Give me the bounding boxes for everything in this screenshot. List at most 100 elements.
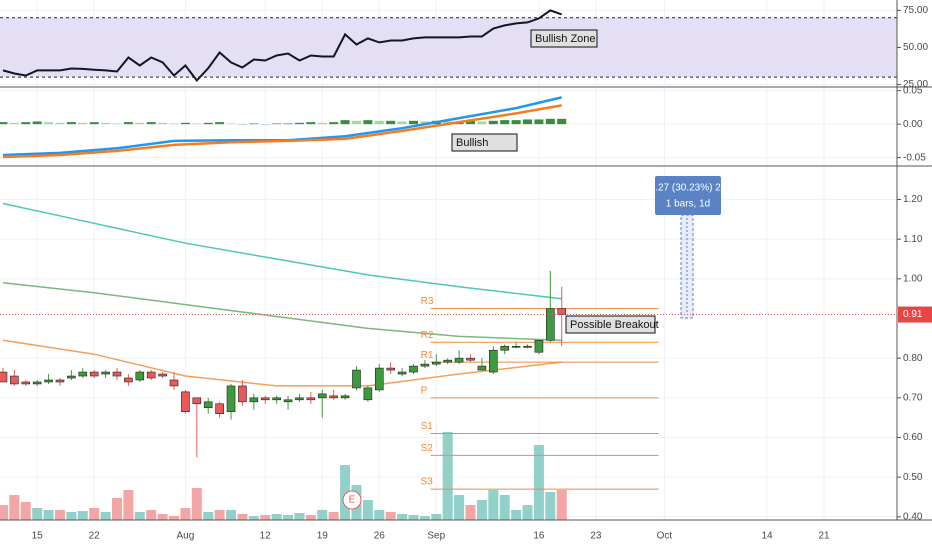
x-tick-label: 19 [317,531,329,542]
y-tick-label: 0.05 [903,85,923,96]
breakout-annotation: Possible Breakout [565,315,659,334]
x-tick-label: Sep [427,531,445,542]
histogram-bar [203,122,213,125]
histogram-bar [511,120,521,125]
histogram-bar [192,123,202,125]
rsi-line [2,9,563,83]
histogram-bar [294,122,304,125]
candle-body [10,375,19,385]
x-tick-label: Aug [177,531,195,542]
candle-body [203,401,213,409]
histogram-bar [557,118,567,125]
histogram-bar [169,123,179,125]
histogram-bar [306,122,316,125]
candle-body [44,379,53,383]
macd-annotation: Bullish [451,133,518,152]
last-price-box [898,306,932,323]
earnings-circle [342,490,362,510]
y-tick-label: 1.20 [903,194,923,205]
volume-bar [408,515,419,520]
y-tick-label: 0.70 [903,392,923,403]
candle-body [272,397,281,401]
volume-bar [32,508,43,520]
candle-body [317,393,327,399]
x-tick-label: 12 [260,531,272,542]
volume-bar [112,498,122,520]
histogram-bar [317,122,327,125]
volume-bar [374,510,385,520]
candle-body [192,397,202,405]
volume-bar [454,495,465,520]
histogram-bar [55,122,65,125]
candle-body [409,365,418,373]
y-tick-label: 1.00 [903,273,923,284]
volume-bar [0,505,8,520]
volume-bar [511,510,522,520]
candle-body [169,379,179,387]
volume-bar [77,511,88,520]
volume-bar [203,512,214,520]
candle-body [340,395,350,399]
histogram-bar [500,120,510,125]
candle-body [306,397,316,401]
x-tick-label: 16 [533,531,545,542]
histogram-bar [466,120,476,125]
y-tick-label: 50.00 [903,42,928,53]
candle-body [477,365,487,371]
volume-bar [305,515,316,520]
histogram-bar [283,123,293,125]
histogram-bar [44,122,54,125]
candle-body [21,381,31,385]
volume-bar [431,514,442,520]
volume-bar [328,512,339,520]
histogram-bar [523,119,533,125]
pivot-label: R2 [421,330,434,341]
histogram-bar [9,122,19,125]
volume-bar [556,490,567,520]
volume-bar [214,510,225,520]
candle-body [283,399,293,403]
histogram-bar [21,122,31,125]
histogram-bar [123,122,133,125]
measure-text: 1 bars, 1d [666,199,710,210]
candle-body [295,397,304,401]
y-tick-label: 0.60 [903,432,923,443]
volume-bar [340,465,351,520]
histogram-bar [545,118,555,125]
measure-tool: 0.27 (30.23%) 27 1 bars, 1d [650,176,727,319]
candle-body [181,391,190,413]
candle-body [260,397,270,401]
candle-body [500,345,510,351]
y-tick-label: 75.00 [903,5,928,16]
candle-body [386,367,395,371]
histogram-bar [135,122,145,125]
volume-bar [476,500,487,520]
histogram-bar [351,120,361,125]
volume-bar [54,510,65,520]
candle-body [112,371,122,377]
volume-bar [385,512,396,520]
pivot-label: P [421,385,428,396]
candle-body [557,308,567,315]
volume-bar [146,510,157,520]
earnings-text: E [349,495,356,506]
candle-body [374,367,384,391]
plot: R3 R2 R1 P S1 S2 S3 [0,9,897,520]
annotation-text: Bullish [456,137,488,149]
volume-bar [226,510,237,520]
volume-bar [9,495,20,520]
histogram-bar [374,120,384,125]
candle-body [215,403,224,415]
histogram-bar [363,120,373,125]
histogram-bar [32,121,42,125]
moving-average [2,339,562,387]
pivot-label: S1 [421,421,434,432]
pivot-label: R3 [421,296,434,307]
candle-body [397,371,407,375]
volume-bar [362,500,373,520]
histogram-bar [420,121,430,125]
candle-body [511,345,521,348]
candle-body [226,385,236,413]
